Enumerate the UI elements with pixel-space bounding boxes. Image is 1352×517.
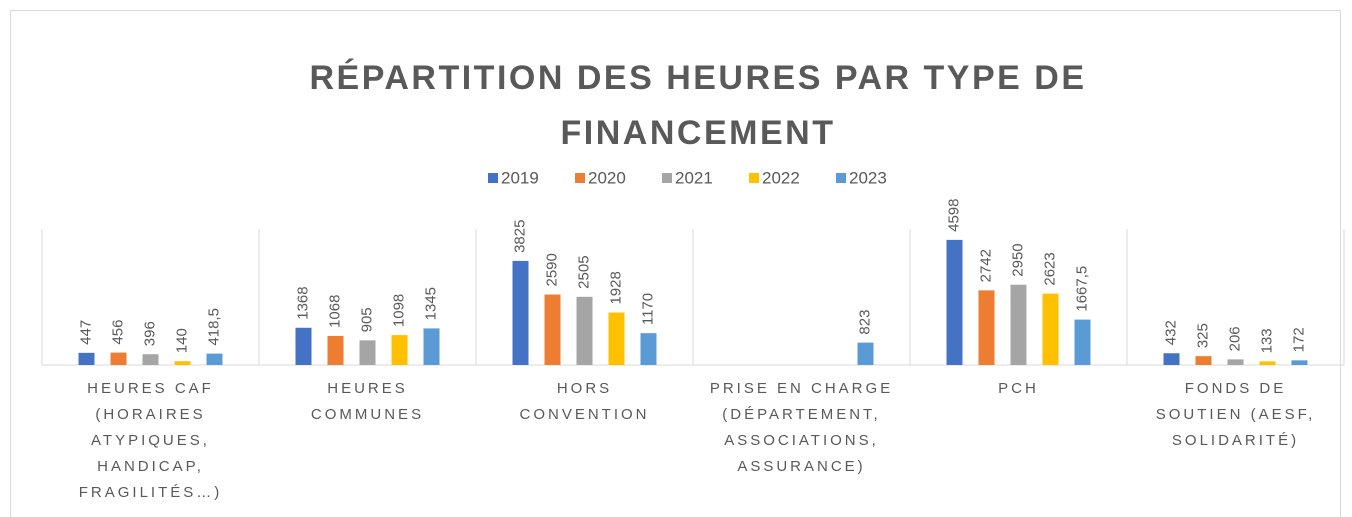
data-label: 447 — [77, 320, 94, 345]
bar — [295, 327, 312, 365]
bar — [110, 352, 127, 365]
legend-label: 2019 — [501, 168, 539, 187]
data-label: 206 — [1226, 326, 1243, 351]
data-label: 133 — [1258, 328, 1275, 353]
data-label: 823 — [856, 310, 873, 335]
bar — [391, 335, 408, 365]
data-label: 905 — [358, 307, 375, 332]
legend-label: 2022 — [762, 168, 800, 187]
title-line: RÉPARTITION DES HEURES PAR TYPE DE — [309, 59, 1086, 97]
x-tick-label: HEURES CAF (HORAIRES ATYPIQUES, HANDICAP… — [78, 380, 223, 501]
x-tick-label: PRISE EN CHARGE (DÉPARTEMENT, ASSOCIATIO… — [709, 380, 894, 475]
data-label: 1345 — [422, 287, 439, 320]
data-label: 1068 — [326, 295, 343, 328]
bar — [78, 352, 95, 365]
x-tick-label: HEURES COMMUNES — [310, 380, 425, 423]
bar — [1042, 293, 1059, 365]
bar — [359, 340, 376, 365]
bar — [576, 296, 593, 365]
legend-swatch — [575, 173, 585, 183]
data-label: 2950 — [1009, 243, 1026, 276]
chart-border — [10, 10, 1341, 517]
data-label: 2505 — [575, 255, 592, 288]
data-label: 432 — [1162, 320, 1179, 345]
data-label: 2623 — [1041, 252, 1058, 285]
bar — [1195, 356, 1212, 365]
bar — [1163, 353, 1180, 365]
bar — [423, 328, 440, 365]
bar — [1259, 361, 1276, 365]
chart-title: RÉPARTITION DES HEURES PAR TYPE DE FINANC… — [309, 59, 1086, 152]
x-tick-label: HORS CONVENTION — [519, 380, 650, 423]
bar — [1227, 359, 1244, 365]
legend-swatch — [749, 173, 759, 183]
legend-swatch — [836, 173, 846, 183]
bar — [174, 361, 191, 365]
bar — [206, 353, 223, 365]
data-label: 4598 — [945, 199, 962, 232]
data-label: 3825 — [511, 220, 528, 253]
data-label: 418,5 — [205, 308, 222, 346]
x-tick-label: FONDS DE SOUTIEN (AESF, SOLIDARITÉ) — [1155, 380, 1316, 449]
data-label: 2742 — [977, 249, 994, 282]
data-label: 325 — [1194, 323, 1211, 348]
bar — [512, 260, 529, 365]
data-label: 172 — [1290, 327, 1307, 352]
bar — [608, 312, 625, 365]
bar — [142, 354, 159, 365]
bar — [327, 335, 344, 365]
title-line: FINANCEMENT — [561, 114, 836, 152]
bar — [1010, 284, 1027, 365]
x-tick-label: PCH — [998, 380, 1039, 397]
data-label: 1170 — [639, 293, 656, 325]
data-label: 2590 — [543, 253, 560, 286]
bar — [1291, 360, 1308, 365]
bar — [544, 294, 561, 365]
data-label: 456 — [109, 320, 126, 345]
legend-swatch — [488, 173, 498, 183]
bar — [978, 290, 995, 365]
bar — [640, 333, 657, 365]
data-label: 1098 — [390, 294, 407, 327]
data-label: 396 — [141, 321, 158, 346]
legend-label: 2023 — [849, 168, 887, 187]
legend-label: 2021 — [675, 168, 713, 187]
data-label: 1928 — [607, 271, 624, 304]
bar — [1074, 319, 1091, 365]
data-label: 140 — [173, 328, 190, 353]
data-label: 1667,5 — [1073, 266, 1090, 312]
bar — [946, 239, 963, 365]
legend-label: 2020 — [588, 168, 626, 187]
bar — [857, 342, 874, 365]
legend-swatch — [662, 173, 672, 183]
data-label: 1368 — [294, 286, 311, 319]
